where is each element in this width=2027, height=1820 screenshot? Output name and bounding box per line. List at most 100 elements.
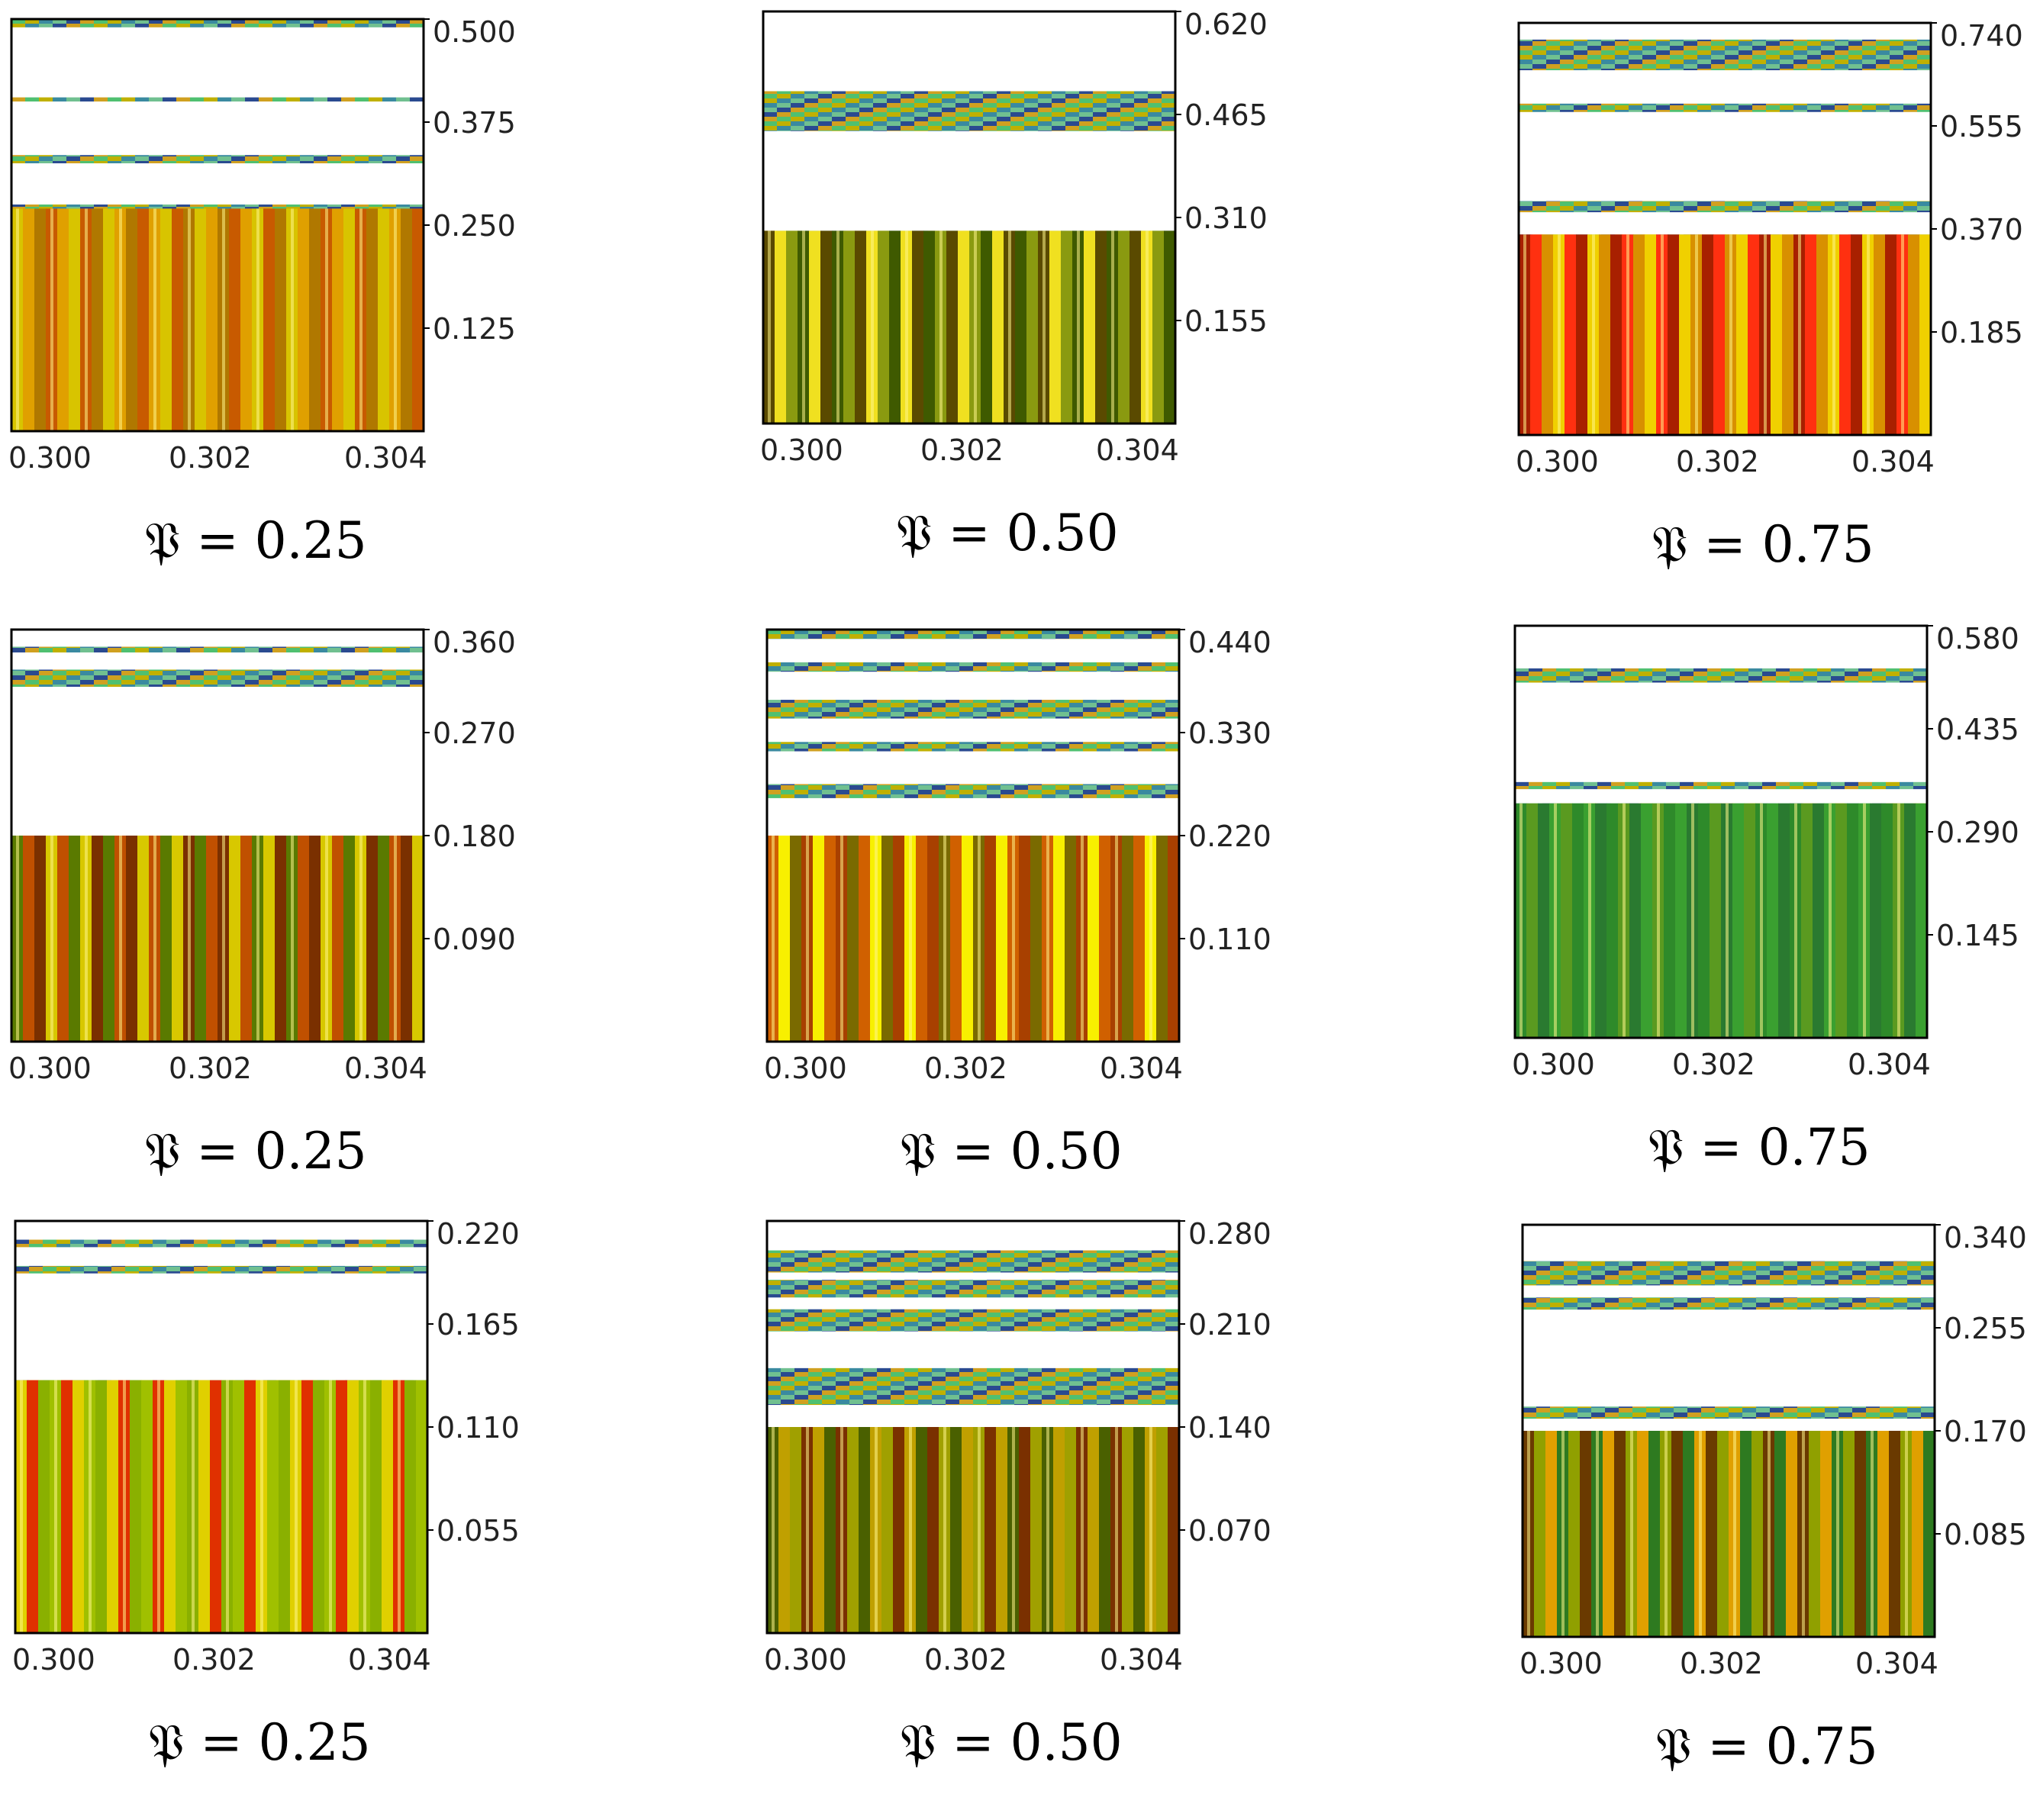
band-cell xyxy=(846,126,859,130)
band-cell xyxy=(1670,105,1684,110)
band-cell xyxy=(286,680,300,685)
stripe xyxy=(1805,234,1817,435)
band-cell xyxy=(1793,60,1807,64)
band-cell xyxy=(1601,46,1615,50)
band-cell xyxy=(1821,64,1835,69)
band-cell xyxy=(818,94,832,98)
band-cell xyxy=(1890,64,1903,69)
band-cell xyxy=(1752,105,1766,110)
band-cell xyxy=(1766,55,1780,60)
band-cell xyxy=(914,121,928,126)
stripe xyxy=(92,208,104,431)
band-cell xyxy=(25,680,39,685)
band-cell xyxy=(314,680,327,685)
band-cell xyxy=(1752,64,1766,69)
band-cell xyxy=(983,108,997,112)
band-cell xyxy=(1670,64,1684,69)
band-cell xyxy=(887,117,901,121)
band-cell xyxy=(1684,201,1697,206)
band-cell xyxy=(355,156,369,161)
band-cell xyxy=(1793,64,1807,69)
band-cell xyxy=(1890,55,1903,60)
band-cell xyxy=(1752,201,1766,206)
band-cell xyxy=(94,671,108,675)
band-cell xyxy=(1120,112,1134,117)
band-cell xyxy=(1848,201,1862,206)
band-cell xyxy=(1587,41,1601,46)
band-cell xyxy=(1519,41,1532,46)
band-cell xyxy=(832,108,846,112)
band-cell xyxy=(1148,121,1162,126)
band-cell xyxy=(832,121,846,126)
band-cell xyxy=(204,97,218,101)
band-cell xyxy=(1065,94,1079,98)
white-gap xyxy=(763,131,1175,231)
band-cell xyxy=(777,108,791,112)
band-cell xyxy=(314,156,327,161)
band-cell xyxy=(804,94,818,98)
band-cell xyxy=(176,648,190,652)
band-cell xyxy=(245,97,259,101)
band-cell xyxy=(1780,64,1793,69)
band-cell xyxy=(1560,50,1574,55)
band-cell xyxy=(1134,112,1148,117)
band-cell xyxy=(763,94,777,98)
band-cell xyxy=(66,97,80,101)
band-cell xyxy=(259,680,272,685)
band-cell xyxy=(1148,103,1162,108)
band-cell xyxy=(382,97,396,101)
band-cell xyxy=(1642,64,1656,69)
band-cell xyxy=(1134,108,1148,112)
band-cell xyxy=(777,117,791,121)
band-cell xyxy=(804,121,818,126)
band-cell xyxy=(1615,41,1629,46)
band-cell xyxy=(1656,64,1670,69)
band-cell xyxy=(1601,206,1615,211)
band-cell xyxy=(846,98,859,103)
band-cell xyxy=(1629,64,1642,69)
band-cell xyxy=(1725,50,1739,55)
band-cell xyxy=(1752,46,1766,50)
band-cell xyxy=(1532,41,1546,46)
band-cell xyxy=(763,126,777,130)
stripe xyxy=(912,230,924,424)
band-cell xyxy=(1629,206,1642,211)
band-cell xyxy=(1038,126,1052,130)
band-cell xyxy=(1903,201,1917,206)
band-cell xyxy=(1642,50,1656,55)
band-cell xyxy=(245,680,259,685)
band-cell xyxy=(286,156,300,161)
band-cell xyxy=(1725,60,1739,64)
band-cell xyxy=(997,98,1010,103)
band-cell xyxy=(914,103,928,108)
stripe xyxy=(923,230,936,424)
band-cell xyxy=(846,94,859,98)
band-cell xyxy=(1024,98,1038,103)
band-cell xyxy=(1601,201,1615,206)
stripe xyxy=(1599,234,1611,435)
stripe xyxy=(195,208,207,431)
band-cell xyxy=(1725,206,1739,211)
white-gap xyxy=(1519,212,1931,234)
band-cell xyxy=(1065,117,1079,121)
band-cell xyxy=(300,648,314,652)
band-cell xyxy=(1780,50,1793,55)
band-cell xyxy=(1615,201,1629,206)
band-cell xyxy=(396,671,410,675)
band-cell xyxy=(1038,94,1052,98)
band-cell xyxy=(873,94,887,98)
band-cell xyxy=(859,103,873,108)
band-cell xyxy=(1065,108,1079,112)
x-tick-label: 0.300 xyxy=(760,433,843,467)
band-cell xyxy=(955,117,969,121)
band-cell xyxy=(1656,55,1670,60)
band-cell xyxy=(176,671,190,675)
band-cell xyxy=(1079,117,1093,121)
band-cell xyxy=(1010,94,1024,98)
band-cell xyxy=(355,680,369,685)
band-cell xyxy=(1711,60,1725,64)
band-cell xyxy=(1903,46,1917,50)
y-tick-label: 0.125 xyxy=(433,312,516,346)
stripe xyxy=(1610,234,1623,435)
